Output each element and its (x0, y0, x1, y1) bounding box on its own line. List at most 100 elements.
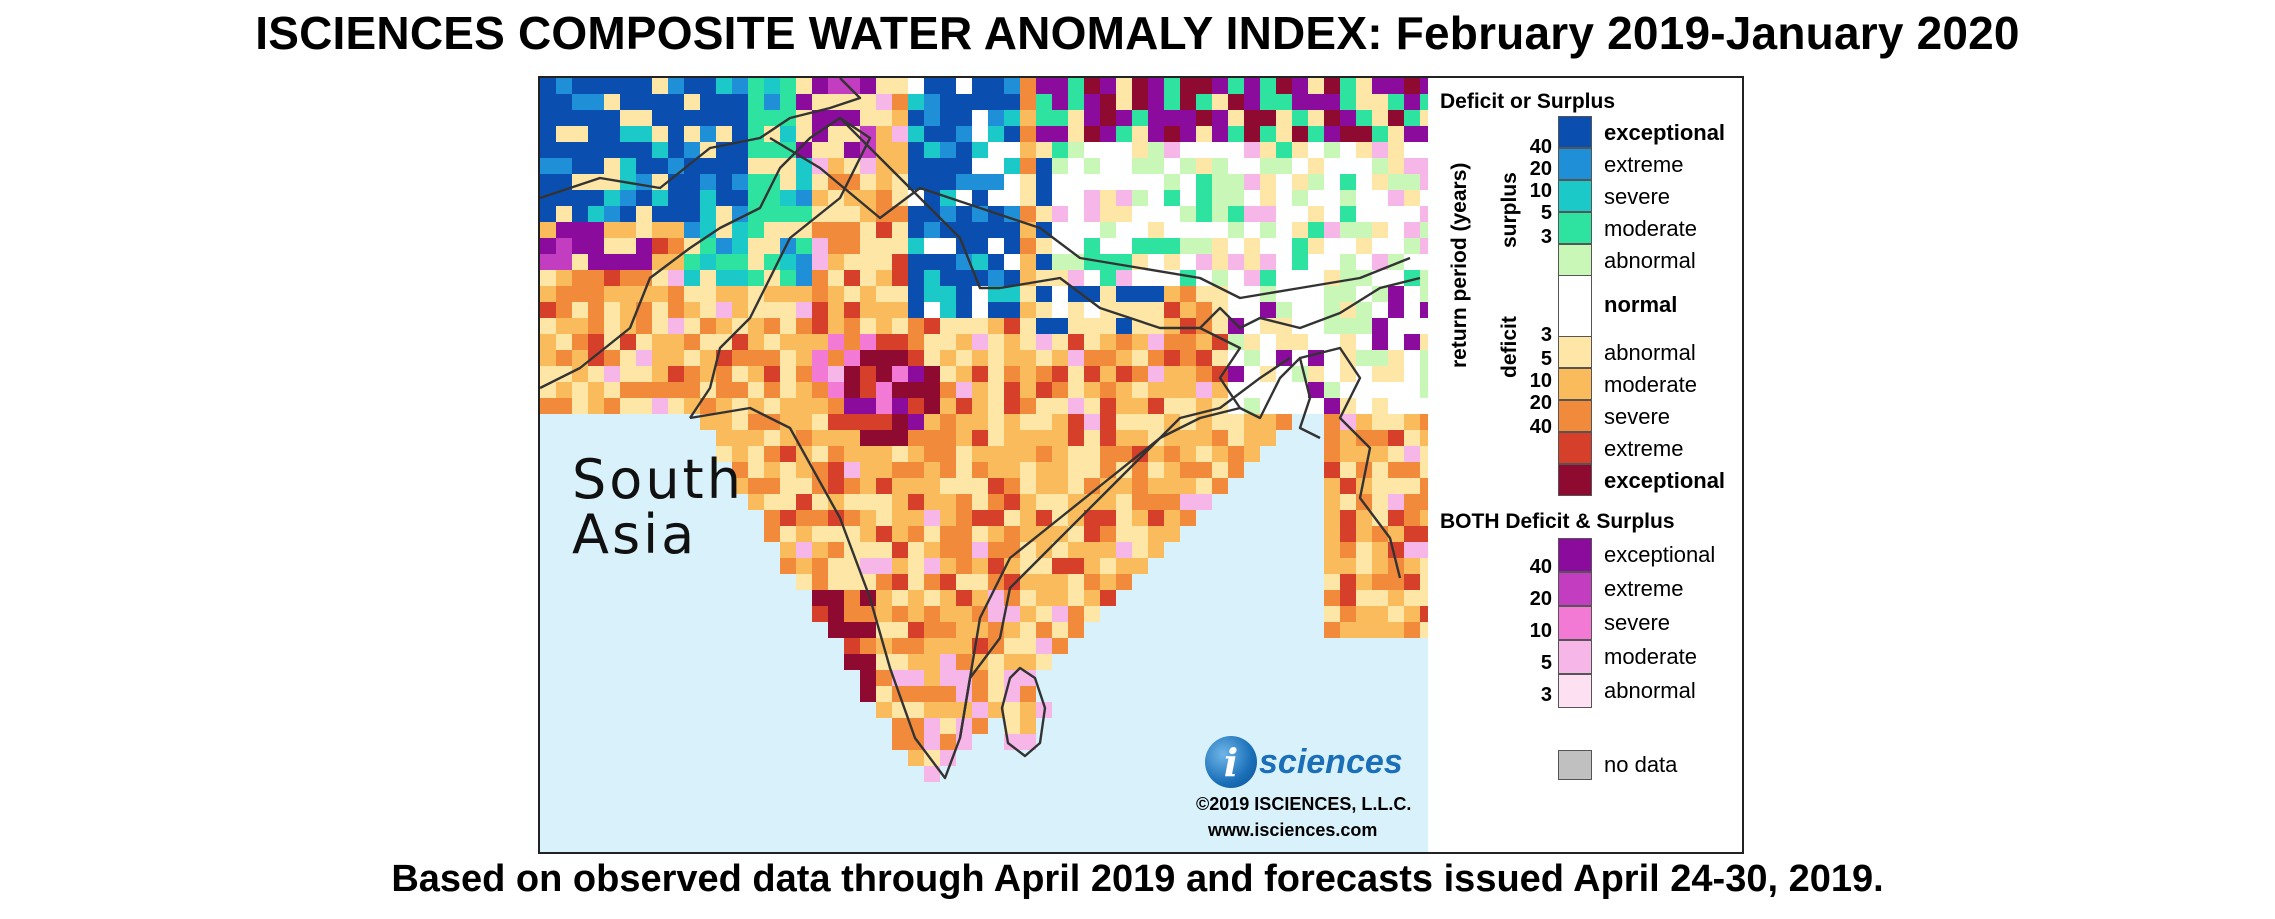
anomaly-cell (1116, 414, 1132, 430)
anomaly-cell (860, 558, 876, 574)
anomaly-cell (1324, 222, 1340, 238)
anomaly-cell (668, 94, 684, 110)
anomaly-cell (972, 158, 988, 174)
anomaly-cell (956, 606, 972, 622)
anomaly-cell (620, 350, 636, 366)
anomaly-cell (1052, 302, 1068, 318)
anomaly-cell (1100, 158, 1116, 174)
anomaly-cell (1116, 382, 1132, 398)
anomaly-cell (1388, 190, 1404, 206)
anomaly-cell (812, 334, 828, 350)
anomaly-cell (844, 574, 860, 590)
anomaly-cell (684, 302, 700, 318)
anomaly-cell (876, 222, 892, 238)
anomaly-cell (1004, 110, 1020, 126)
anomaly-cell (1372, 238, 1388, 254)
anomaly-cell (700, 238, 716, 254)
anomaly-cell (828, 78, 844, 94)
anomaly-cell (988, 654, 1004, 670)
anomaly-cell (940, 718, 956, 734)
anomaly-cell (972, 718, 988, 734)
anomaly-cell (1292, 302, 1308, 318)
anomaly-cell (1340, 366, 1356, 382)
anomaly-cell (1164, 350, 1180, 366)
anomaly-cell (988, 94, 1004, 110)
anomaly-cell (812, 350, 828, 366)
anomaly-cell (1196, 478, 1212, 494)
anomaly-cell (1164, 158, 1180, 174)
anomaly-cell (1036, 478, 1052, 494)
anomaly-cell (1292, 286, 1308, 302)
anomaly-cell (1228, 430, 1244, 446)
anomaly-cell (540, 350, 556, 366)
anomaly-cell (988, 110, 1004, 126)
map-subtitle: Based on observed data through April 201… (391, 858, 1884, 900)
anomaly-cell (1276, 142, 1292, 158)
anomaly-cell (1324, 206, 1340, 222)
anomaly-cell (1340, 526, 1356, 542)
anomaly-cell (620, 142, 636, 158)
anomaly-cell (956, 126, 972, 142)
anomaly-cell (812, 590, 828, 606)
surplus-label-exceptional: exceptional (1604, 120, 1726, 145)
anomaly-cell (1292, 126, 1308, 142)
anomaly-cell (1180, 254, 1196, 270)
anomaly-cell (796, 318, 812, 334)
anomaly-cell (588, 158, 604, 174)
anomaly-cell (1116, 318, 1132, 334)
anomaly-cell (892, 606, 908, 622)
anomaly-cell (1372, 110, 1388, 126)
anomaly-cell (796, 430, 812, 446)
anomaly-cell (1372, 510, 1388, 526)
anomaly-cell (860, 110, 876, 126)
anomaly-cell (748, 366, 764, 382)
anomaly-cell (748, 446, 764, 462)
anomaly-cell (620, 110, 636, 126)
anomaly-cell (1356, 462, 1372, 478)
anomaly-cell (732, 78, 748, 94)
anomaly-cell (1244, 126, 1260, 142)
anomaly-cell (1180, 366, 1196, 382)
anomaly-cell (1196, 222, 1212, 238)
both-label-exceptional: exceptional (1604, 542, 1716, 567)
anomaly-cell (972, 254, 988, 270)
anomaly-cell (1260, 222, 1276, 238)
anomaly-cell (1308, 174, 1324, 190)
anomaly-cell (844, 590, 860, 606)
anomaly-cell (1372, 94, 1388, 110)
anomaly-cell (604, 142, 620, 158)
deficit-label-severe: severe (1604, 404, 1671, 429)
anomaly-cell (1004, 606, 1020, 622)
anomaly-cell (1052, 574, 1068, 590)
anomaly-cell (876, 190, 892, 206)
anomaly-cell (860, 670, 876, 686)
anomaly-cell (1340, 126, 1356, 142)
surplus-label-severe: severe (1604, 184, 1671, 209)
anomaly-cell (924, 78, 940, 94)
anomaly-cell (572, 270, 588, 286)
anomaly-cell (1052, 142, 1068, 158)
anomaly-cell (972, 702, 988, 718)
anomaly-cell (764, 158, 780, 174)
anomaly-cell (892, 718, 908, 734)
anomaly-cell (1068, 302, 1084, 318)
anomaly-cell (668, 318, 684, 334)
anomaly-cell (1036, 366, 1052, 382)
anomaly-cell (556, 222, 572, 238)
anomaly-cell (1020, 78, 1036, 94)
anomaly-cell (1068, 190, 1084, 206)
anomaly-cell (1420, 446, 1428, 462)
anomaly-cell (908, 270, 924, 286)
anomaly-cell (1084, 238, 1100, 254)
anomaly-cell (892, 126, 908, 142)
deficit-swatch-abnormal (1558, 336, 1592, 368)
anomaly-cell (1068, 174, 1084, 190)
anomaly-cell (796, 222, 812, 238)
anomaly-cell (860, 446, 876, 462)
anomaly-cell (1388, 462, 1404, 478)
anomaly-cell (940, 558, 956, 574)
both-tick: 5 (1540, 652, 1552, 674)
anomaly-cell (972, 398, 988, 414)
anomaly-cell (1340, 478, 1356, 494)
anomaly-cell (956, 222, 972, 238)
